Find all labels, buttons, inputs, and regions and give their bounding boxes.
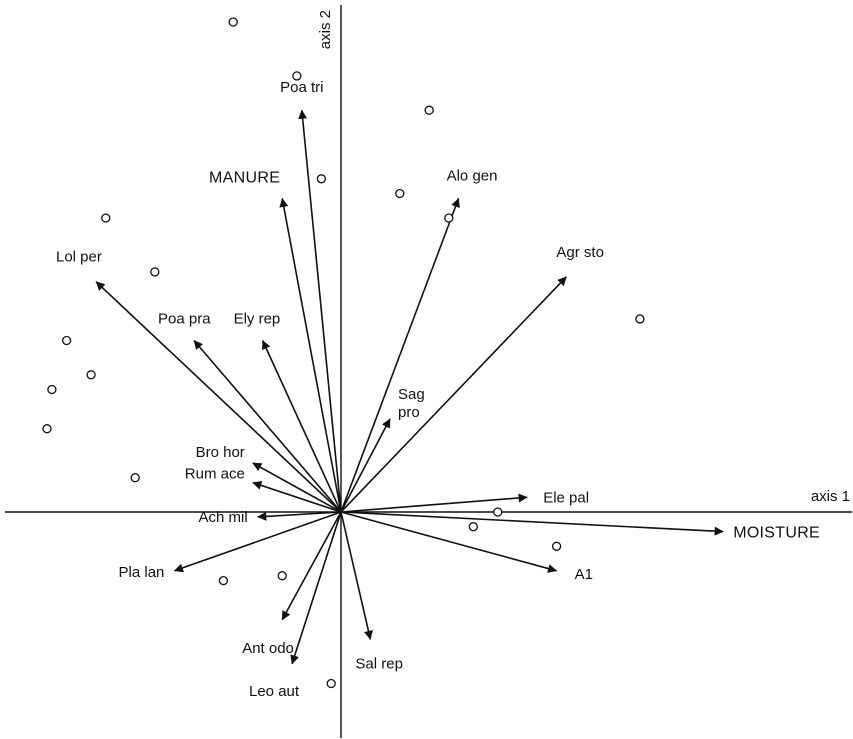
sample-point — [101, 213, 111, 223]
sample-point — [228, 17, 238, 27]
sample-point — [493, 507, 503, 517]
arrow-agr-sto — [340, 276, 567, 513]
label-poa-tri: Poa tri — [280, 79, 323, 96]
arrow-rum-ace — [252, 481, 342, 513]
label-alo-gen: Alo gen — [447, 167, 498, 184]
sample-point — [86, 370, 96, 380]
species-arrows — [95, 109, 724, 665]
label-ach-mil: Ach mil — [199, 509, 248, 526]
arrow-sag-pro — [340, 418, 391, 513]
sample-point — [444, 213, 454, 223]
arrow-ely-rep — [261, 340, 342, 513]
sample-point — [42, 424, 52, 434]
arrow-moisture — [340, 511, 724, 536]
sample-point — [47, 384, 57, 395]
sample-point — [395, 188, 405, 199]
arrow-poa-tri — [298, 109, 342, 513]
arrow-poa-pra — [193, 339, 342, 513]
arrow-manure — [279, 197, 342, 513]
arrow-ele-pal — [340, 493, 528, 513]
arrow-bro-hor — [252, 462, 342, 513]
arrow-pla-lan — [173, 511, 342, 573]
sample-point — [551, 541, 562, 551]
arrow-lol-per — [95, 281, 342, 513]
sample-point — [468, 522, 478, 532]
arrow-leo-aut — [290, 511, 342, 665]
sample-point — [61, 335, 72, 346]
label-manure: MANURE — [209, 169, 280, 186]
label-agr-sto: Agr sto — [556, 244, 604, 261]
label-pla-lan: Pla lan — [119, 564, 165, 581]
sample-point — [424, 105, 434, 115]
sample-point — [218, 575, 229, 586]
label-poa-pra: Poa pra — [158, 311, 211, 328]
arrow-sal-rep — [340, 511, 373, 640]
label-ely-rep: Ely rep — [234, 311, 281, 328]
sample-point — [316, 174, 327, 184]
arrow-ach-mil — [257, 511, 342, 521]
label-moisture: MOISTURE — [733, 525, 820, 542]
label-sal-rep: Sal rep — [355, 655, 403, 672]
species-labels: Poa tri MANURE Alo gen Agr sto Lol per Poa pr… — [56, 79, 820, 700]
sample-points — [42, 17, 645, 689]
sample-point — [326, 678, 336, 689]
axis-2-label: axis 2 — [317, 10, 334, 49]
arrow-a1 — [340, 511, 558, 573]
sample-point — [150, 267, 160, 277]
sample-point — [292, 71, 302, 81]
label-leo-aut: Leo aut — [249, 683, 300, 700]
arrow-ant-odo — [281, 511, 342, 621]
sample-point — [635, 314, 645, 324]
label-a1: A1 — [575, 566, 593, 583]
sample-point — [130, 473, 140, 483]
label-sag-pro: Sag pro — [398, 386, 425, 421]
label-lol-per: Lol per — [56, 249, 102, 266]
label-bro-hor: Bro hor — [196, 444, 245, 461]
label-ele-pal: Ele pal — [543, 489, 589, 506]
axis-1-label: axis 1 — [811, 488, 850, 505]
sample-point — [277, 571, 287, 581]
arrow-alo-gen — [340, 197, 460, 513]
label-ant-odo: Ant odo — [242, 640, 294, 657]
label-rum-ace: Rum ace — [185, 466, 245, 483]
